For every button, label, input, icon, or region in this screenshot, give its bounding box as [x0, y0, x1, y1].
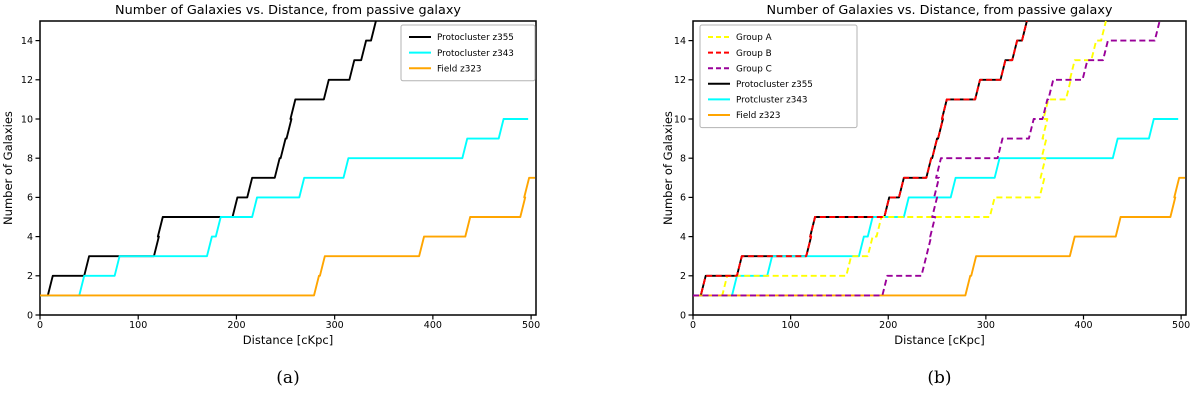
- legend-label: Protocluster z355: [736, 80, 813, 90]
- legend-box: [699, 24, 858, 129]
- y-tick-label: 8: [27, 154, 33, 165]
- x-axis-label: Distance [cKpc]: [894, 333, 984, 347]
- y-tick-label: 12: [21, 75, 33, 86]
- x-tick-label: 500: [522, 320, 540, 331]
- x-tick-label: 400: [1074, 320, 1092, 331]
- y-tick-label: 2: [27, 271, 33, 282]
- x-tick-label: 200: [879, 320, 897, 331]
- y-tick-label: 0: [680, 310, 686, 321]
- legend-box: [400, 24, 536, 82]
- series-group-b: [693, 20, 1028, 297]
- series-protcluster-z343: [693, 118, 1179, 297]
- x-tick-label: 0: [690, 320, 696, 331]
- x-tick-label: 200: [227, 320, 245, 331]
- figure-b: 0 100 200 300 400 500 0 2 4 6 8 10 12 14 Number of Gal…: [660, 0, 1200, 402]
- series-protocluster-z343: [40, 118, 529, 297]
- series-field-z323: [693, 176, 1186, 297]
- x-tick-label: 300: [326, 320, 344, 331]
- series-group-a: [693, 20, 1107, 297]
- series-field-z323: [40, 176, 536, 297]
- y-tick-label: 6: [680, 193, 686, 204]
- x-tick-label: 400: [424, 320, 442, 331]
- y-tick-label: 2: [680, 271, 686, 282]
- y-tick-label: 10: [21, 114, 33, 125]
- caption-b: (b): [927, 368, 952, 388]
- series-group-c: [693, 20, 1161, 297]
- figure-a: 0 100 200 300 400 500 0 2 4 6 8 10 12 14 Number of Gal…: [1, 3, 540, 388]
- plot-frame: [692, 20, 1187, 316]
- legend-label: Group A: [736, 33, 772, 43]
- x-tick-label: 300: [977, 320, 995, 331]
- legend-label: Group C: [736, 64, 772, 74]
- chart-b-canvas: 0 100 200 300 400 500 0 2 4 6 8 10 12 14 Number of Gal…: [661, 3, 1190, 347]
- y-tick-label: 4: [680, 232, 686, 243]
- y-tick-label: 10: [674, 114, 686, 125]
- legend-label: Field z323: [437, 64, 482, 74]
- y-axis-label: Number of Galaxies: [1, 111, 15, 225]
- legend-label: Field z323: [736, 111, 781, 121]
- x-axis-label: Distance [cKpc]: [243, 333, 333, 347]
- legend-label: Protocluster z355: [437, 33, 514, 43]
- y-axis-label: Number of Galaxies: [661, 111, 675, 225]
- y-tick-label: 14: [21, 36, 33, 47]
- legend-label: Protcluster z343: [736, 96, 808, 106]
- legend-label: Protocluster z343: [437, 49, 514, 59]
- x-tick-label: 500: [1172, 320, 1190, 331]
- legend-label: Group B: [736, 49, 772, 59]
- caption-a: (a): [276, 368, 300, 388]
- y-tick-label: 0: [27, 310, 33, 321]
- y-tick-label: 4: [27, 232, 33, 243]
- chart-title: Number of Galaxies vs. Distance, from pa…: [115, 3, 461, 18]
- chart-a-canvas: 0 100 200 300 400 500 0 2 4 6 8 10 12 14 Number of Gal…: [1, 3, 540, 347]
- y-tick-label: 14: [674, 36, 686, 47]
- x-tick-label: 0: [37, 320, 43, 331]
- x-tick-label: 100: [129, 320, 147, 331]
- x-tick-label: 100: [782, 320, 800, 331]
- y-tick-label: 12: [674, 75, 686, 86]
- chart-title: Number of Galaxies vs. Distance, from pa…: [767, 3, 1113, 18]
- y-tick-label: 6: [27, 193, 33, 204]
- y-tick-label: 8: [680, 154, 686, 165]
- plot-frame: [39, 20, 537, 316]
